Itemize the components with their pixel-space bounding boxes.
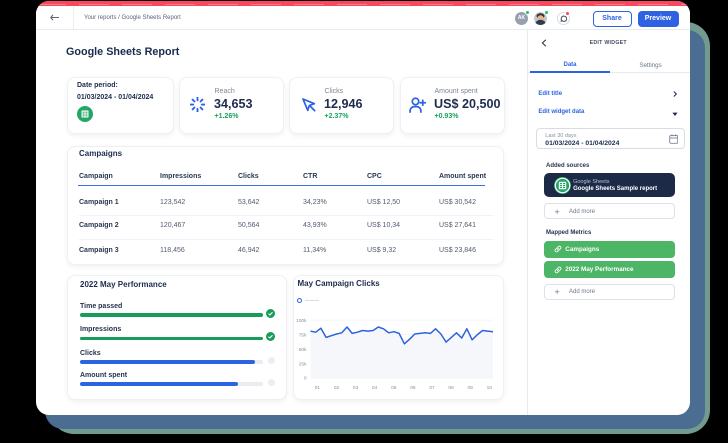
svg-text:03: 03 (352, 385, 358, 391)
svg-text:50k: 50k (298, 347, 306, 353)
svg-text:75k: 75k (298, 332, 306, 338)
svg-text:100k: 100k (296, 318, 307, 324)
svg-text:09: 09 (467, 385, 473, 391)
svg-text:06: 06 (410, 385, 416, 391)
svg-text:07: 07 (429, 385, 435, 391)
svg-text:05: 05 (391, 385, 397, 391)
svg-text:0: 0 (303, 376, 306, 382)
svg-text:04: 04 (372, 385, 378, 391)
svg-text:10: 10 (486, 385, 492, 391)
svg-text:08: 08 (448, 385, 454, 391)
svg-text:01: 01 (314, 385, 320, 391)
svg-text:02: 02 (333, 385, 339, 391)
svg-text:25k: 25k (298, 361, 306, 367)
